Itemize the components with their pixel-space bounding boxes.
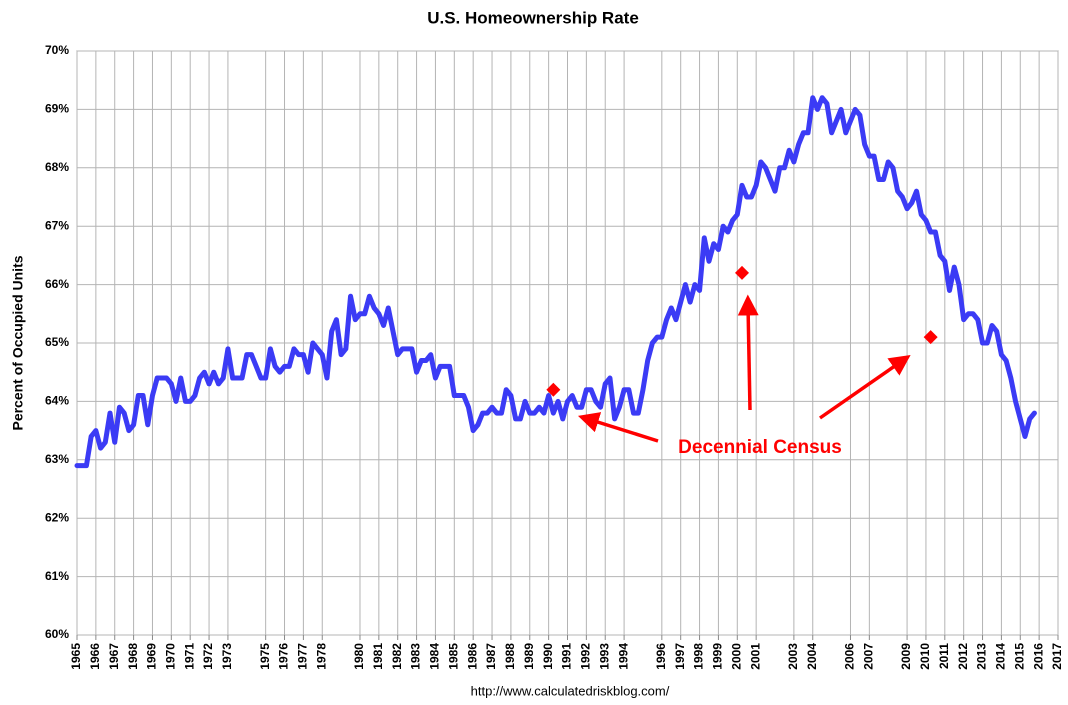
x-tick-label: 2011 [937, 643, 951, 669]
x-tick-label: 2009 [899, 643, 913, 670]
x-tick-label: 1998 [692, 643, 706, 670]
x-tick-label: 1976 [277, 643, 291, 670]
x-tick-label: 2012 [956, 643, 970, 670]
x-tick-label: 1996 [654, 643, 668, 670]
x-tick-label: 1981 [371, 643, 385, 670]
x-tick-label: 2017 [1050, 643, 1064, 670]
arrow [577, 412, 659, 443]
x-tick-label: 1993 [597, 643, 611, 670]
y-tick-label: 69% [45, 102, 69, 116]
x-tick-label: 1965 [69, 643, 83, 670]
x-tick-label: 1982 [390, 643, 404, 670]
x-tick-label: 2016 [1031, 643, 1045, 670]
census-marker [735, 265, 750, 280]
x-tick-label: 2014 [994, 643, 1008, 670]
x-tick-label: 1984 [428, 643, 442, 670]
annotation-arrows [577, 294, 911, 443]
x-tick-label: 1973 [220, 643, 234, 670]
census-marker [546, 382, 561, 397]
x-tick-label: 1972 [201, 643, 215, 670]
x-tick-label: 1980 [352, 643, 366, 670]
x-tick-label: 1986 [465, 643, 479, 670]
x-tick-label: 1994 [616, 643, 630, 670]
x-tick-label: 1978 [314, 643, 328, 670]
x-tick-label: 2001 [748, 643, 762, 670]
census-marker [923, 330, 938, 345]
x-tick-label: 2013 [975, 643, 989, 670]
x-tick-label: 1967 [107, 643, 121, 670]
x-tick-label: 1985 [446, 643, 460, 670]
x-tick-label: 1989 [522, 643, 536, 670]
arrow [737, 294, 759, 411]
y-tick-label: 62% [45, 510, 69, 524]
x-tick-label: 1988 [503, 643, 517, 670]
x-tick-label: 1977 [296, 643, 310, 670]
y-tick-label: 63% [45, 452, 69, 466]
y-tick-label: 68% [45, 160, 69, 174]
y-tick-label: 64% [45, 394, 69, 408]
x-tick-label: 2007 [862, 643, 876, 670]
x-tick-label: 1990 [541, 643, 555, 670]
x-tick-label: 1970 [163, 643, 177, 670]
x-tick-label: 1987 [484, 643, 498, 670]
y-tick-label: 70% [45, 43, 69, 57]
x-tick-label: 1975 [258, 643, 272, 670]
grid: 60% 61% 62% 63% 64% 65% 66% 67% 68% 69% 70% 1965 196… [45, 43, 1064, 670]
x-tick-label: 1997 [673, 643, 687, 670]
data-line [74, 95, 1037, 469]
x-tick-label: 1968 [126, 643, 140, 670]
x-tick-label: 1969 [145, 643, 159, 670]
x-tick-label: 2006 [843, 643, 857, 670]
marks [74, 95, 1037, 469]
x-tick-label: 1991 [560, 643, 574, 670]
arrow [819, 355, 911, 420]
x-tick-label: 1992 [579, 643, 593, 670]
y-tick-label: 61% [45, 569, 69, 583]
x-tick-label: 1966 [88, 643, 102, 670]
x-tick-label: 1971 [182, 643, 196, 670]
y-tick-label: 67% [45, 218, 69, 232]
x-tick-label: 2004 [805, 643, 819, 670]
y-tick-label: 66% [45, 277, 69, 291]
x-tick-label: 2003 [786, 643, 800, 670]
x-tick-label: 2000 [729, 643, 743, 670]
y-tick-label: 60% [45, 627, 69, 641]
chart-title: U.S. Homeownership Rate [427, 8, 639, 27]
x-tick-label: 2015 [1012, 643, 1026, 670]
annotation: Decennial Census [678, 437, 842, 458]
y-tick-label: 65% [45, 335, 69, 349]
source-note: http://www.calculatedriskblog.com/ [471, 683, 670, 698]
y-axis-label: Percent of Occupied Units [10, 255, 26, 430]
x-tick-label: 1983 [409, 643, 423, 670]
x-tick-label: 2010 [918, 643, 932, 670]
x-tick-label: 1999 [711, 643, 725, 670]
